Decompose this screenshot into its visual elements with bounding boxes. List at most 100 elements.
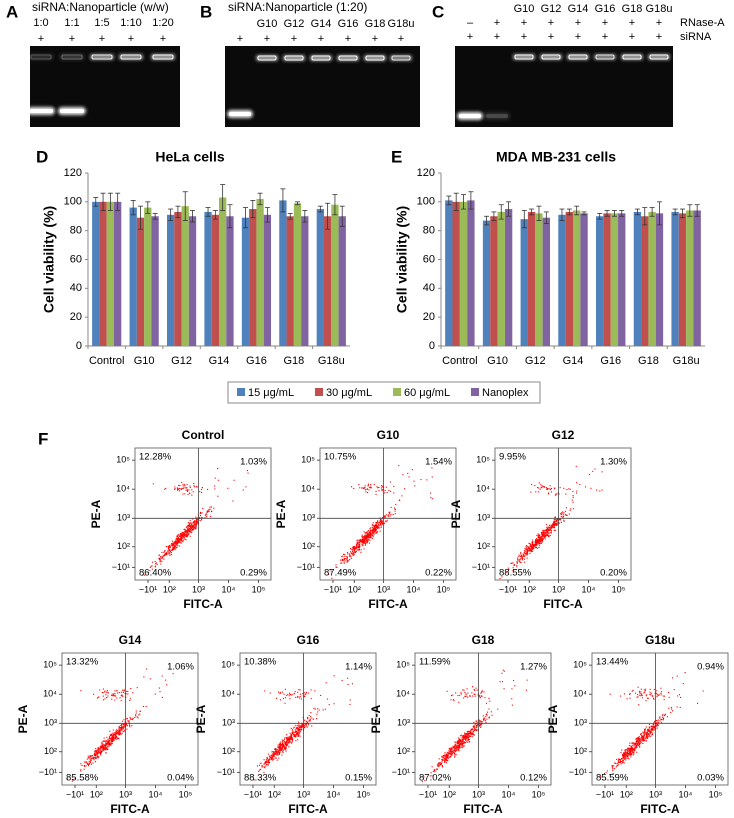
event-dot (289, 739, 290, 740)
event-dot (194, 485, 195, 486)
plot-title: G10 (377, 428, 400, 442)
event-dot (95, 751, 96, 752)
event-dot (161, 558, 162, 559)
event-dot (292, 739, 293, 740)
event-dot (210, 507, 211, 508)
event-dot (527, 554, 528, 555)
event-dot (304, 696, 305, 697)
event-dot (645, 690, 646, 691)
event-dot (280, 746, 281, 747)
event-dot (122, 690, 123, 691)
event-dot (554, 523, 555, 524)
quadrant-label: 0.22% (425, 568, 452, 579)
event-dot (619, 759, 620, 760)
y-tick-label: 10² (574, 746, 587, 756)
event-dot (545, 530, 546, 531)
event-dot (386, 514, 387, 515)
event-dot (404, 488, 405, 489)
event-dot (279, 743, 280, 744)
event-dot (447, 757, 448, 758)
event-dot (649, 735, 650, 736)
event-dot (160, 564, 161, 565)
event-dot (329, 704, 330, 705)
event-dot (641, 689, 642, 690)
event-dot (197, 519, 198, 520)
event-dot (182, 494, 183, 495)
event-dot (650, 733, 651, 734)
event-dot (169, 554, 170, 555)
bar (144, 208, 151, 346)
event-dot (620, 759, 621, 760)
event-dot (130, 718, 131, 719)
event-dot (554, 527, 555, 528)
bar (331, 205, 338, 346)
event-dot (285, 749, 286, 750)
event-dot (457, 745, 458, 746)
panel-letter: A (6, 2, 18, 21)
event-dot (380, 531, 381, 532)
event-dot (470, 736, 471, 737)
lane-label: G18 (622, 3, 643, 15)
event-dot (462, 744, 463, 745)
lane-label: G10 (257, 18, 278, 30)
event-dot (207, 489, 208, 490)
event-dot (365, 543, 366, 544)
event-dot (168, 552, 169, 553)
event-dot (548, 535, 549, 536)
event-dot (451, 754, 452, 755)
event-dot (115, 738, 116, 739)
x-tick-label: −10¹ (419, 789, 437, 799)
event-dot (402, 474, 403, 475)
event-dot (278, 758, 279, 759)
event-dot (373, 536, 374, 537)
event-dot (555, 521, 556, 522)
event-dot (512, 705, 513, 706)
event-dot (393, 492, 394, 493)
event-dot (637, 743, 638, 744)
event-dot (644, 692, 645, 693)
event-dot (573, 495, 574, 496)
event-dot (646, 738, 647, 739)
x-tick-label: 10⁴ (502, 789, 516, 799)
event-dot (532, 543, 533, 544)
event-dot (196, 524, 197, 525)
event-dot (554, 530, 555, 531)
event-dot (465, 740, 466, 741)
event-dot (517, 558, 518, 559)
event-dot (193, 483, 194, 484)
event-dot (286, 695, 287, 696)
event-dot (101, 747, 102, 748)
event-dot (595, 469, 596, 470)
event-dot (100, 749, 101, 750)
event-dot (117, 738, 118, 739)
event-dot (638, 687, 639, 688)
event-dot (284, 694, 285, 695)
event-dot (511, 688, 512, 689)
event-dot (459, 745, 460, 746)
event-dot (165, 550, 166, 551)
bar (490, 216, 497, 346)
event-dot (362, 535, 363, 536)
event-dot (526, 545, 527, 546)
event-dot (453, 750, 454, 751)
event-dot (471, 729, 472, 730)
event-dot (455, 744, 456, 745)
event-dot (470, 733, 471, 734)
event-dot (644, 739, 645, 740)
event-dot (284, 748, 285, 749)
bar (693, 210, 700, 346)
event-dot (114, 693, 115, 694)
event-dot (354, 552, 355, 553)
event-dot (104, 698, 105, 699)
event-dot (175, 542, 176, 543)
bar (686, 210, 693, 346)
event-dot (187, 525, 188, 526)
event-dot (486, 714, 487, 715)
event-dot (541, 485, 542, 486)
event-dot (634, 744, 635, 745)
event-dot (395, 513, 396, 514)
event-dot (639, 692, 640, 693)
event-dot (369, 543, 370, 544)
event-dot (443, 756, 444, 757)
